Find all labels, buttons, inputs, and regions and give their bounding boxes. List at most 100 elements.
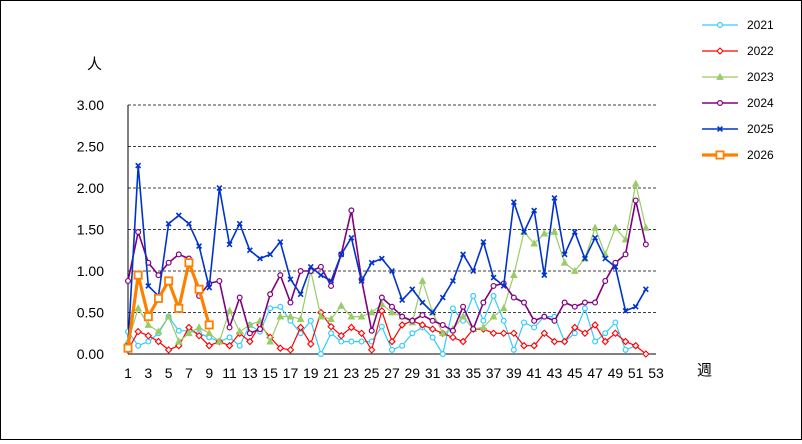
data-point [479, 323, 488, 331]
data-point [399, 297, 406, 304]
data-point [317, 263, 324, 270]
series-line [127, 164, 647, 346]
data-point [215, 337, 224, 345]
data-point [716, 72, 724, 80]
x-tick-label: 51 [628, 365, 644, 381]
data-point [439, 294, 446, 301]
data-point [480, 299, 487, 306]
data-point [621, 337, 630, 346]
data-point [591, 321, 599, 329]
data-point [296, 314, 305, 323]
x-tick-label: 47 [587, 365, 603, 381]
series-2022 [124, 307, 650, 358]
x-tick-label: 7 [185, 365, 193, 381]
data-point [328, 277, 335, 284]
data-point [347, 312, 356, 320]
data-point [307, 263, 314, 270]
data-point [306, 340, 315, 348]
data-point [337, 331, 346, 340]
data-point [612, 319, 619, 326]
data-point [622, 251, 629, 258]
data-point [499, 329, 508, 338]
data-point [541, 313, 548, 320]
data-point [135, 342, 142, 349]
data-point [276, 312, 285, 320]
data-point [717, 126, 723, 132]
data-point [134, 304, 142, 312]
data-point [561, 251, 568, 258]
data-point [419, 299, 426, 306]
data-point [560, 258, 569, 266]
data-point [337, 301, 346, 309]
data-point [419, 311, 426, 318]
x-tick-label: 3 [144, 365, 152, 381]
data-point [631, 179, 640, 187]
x-tick-label: 45 [567, 365, 583, 381]
x-tick-label: 41 [526, 365, 542, 381]
x-tick-label: 9 [205, 365, 213, 381]
data-point [510, 270, 518, 279]
data-point [510, 329, 518, 338]
data-point [571, 229, 578, 235]
data-point [317, 351, 324, 358]
data-point [348, 207, 355, 214]
y-tick-label: 0.50 [77, 305, 104, 321]
x-tick-label: 13 [242, 365, 258, 381]
x-axis-label: 週 [697, 362, 712, 379]
legend-label: 2023 [747, 70, 774, 84]
data-point [409, 317, 416, 324]
data-point [205, 341, 214, 350]
data-point [429, 317, 436, 324]
data-point [592, 234, 599, 241]
data-point [357, 329, 366, 338]
data-point [389, 303, 396, 310]
data-point [267, 251, 274, 258]
data-point [592, 338, 599, 345]
data-point [428, 325, 437, 333]
data-point [398, 321, 406, 329]
data-point [438, 328, 447, 337]
data-point [194, 284, 204, 294]
legend-label: 2025 [747, 122, 774, 136]
legend-label: 2021 [747, 18, 774, 32]
x-tick-label: 17 [283, 365, 299, 381]
data-point [531, 324, 538, 331]
data-point [378, 307, 386, 315]
data-point [154, 327, 163, 335]
data-point [165, 220, 172, 227]
data-point [510, 199, 517, 206]
data-point [409, 286, 416, 293]
data-point [378, 255, 385, 262]
y-tick-labels: 0.00 0.50 1.00 1.50 2.00 2.50 3.00 [77, 97, 104, 362]
data-point [184, 258, 194, 268]
data-point [195, 331, 203, 340]
data-point [297, 291, 304, 298]
x-tick-label: 27 [384, 365, 400, 381]
data-point [143, 312, 153, 322]
data-point [520, 341, 528, 350]
legend-label: 2024 [747, 96, 774, 110]
data-point [449, 333, 457, 342]
y-axis-label: 人 [87, 56, 102, 73]
data-point [175, 251, 182, 258]
axes [127, 105, 656, 355]
data-point [571, 330, 578, 337]
data-point [388, 308, 396, 316]
data-point [246, 337, 254, 346]
data-point [429, 309, 436, 316]
data-point [581, 329, 589, 338]
data-point [328, 330, 335, 337]
data-point [135, 162, 142, 169]
data-point [490, 292, 497, 299]
legend-label: 2022 [747, 44, 774, 58]
data-point [367, 308, 376, 316]
data-point [378, 323, 385, 330]
data-point [429, 334, 436, 341]
data-point [317, 272, 324, 279]
data-point [389, 346, 396, 353]
data-point [622, 346, 629, 353]
data-point [602, 277, 609, 284]
data-point [571, 303, 578, 310]
data-point [367, 346, 376, 354]
data-point [378, 294, 385, 301]
